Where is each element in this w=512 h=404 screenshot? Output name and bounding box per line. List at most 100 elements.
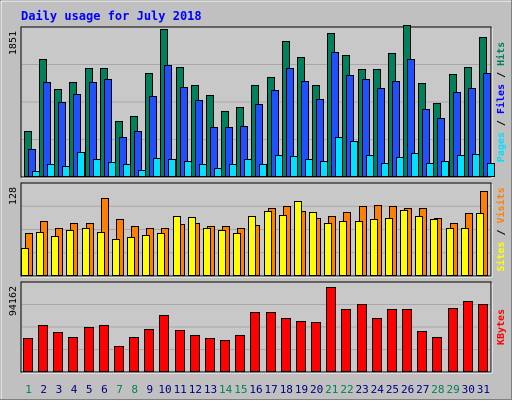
bar-pages-day-19: [305, 159, 313, 177]
chart-title: Daily usage for July 2018: [21, 9, 202, 23]
bar-pages-day-10: [168, 159, 176, 177]
bar-kbytes-day-22: [341, 309, 351, 372]
bar-kbytes-day-12: [190, 335, 200, 372]
bar-sites-day-10: [157, 233, 165, 276]
bar-sites-day-30: [461, 228, 469, 276]
x-tick-label-day-15: 15: [234, 383, 247, 396]
x-tick-label-day-4: 4: [71, 383, 78, 396]
bar-kbytes-day-5: [84, 327, 94, 372]
bar-sites-day-25: [385, 218, 393, 276]
bar-sites-day-28: [430, 219, 438, 276]
bar-kbytes-day-13: [205, 338, 215, 372]
x-tick-label-day-7: 7: [116, 383, 123, 396]
bar-sites-day-22: [339, 221, 347, 276]
bar-sites-day-9: [142, 235, 150, 276]
chart-panels: 1851 Pages / Files / Hits 128 Sites / Visit…: [8, 25, 507, 374]
bar-pages-day-20: [320, 161, 328, 177]
bar-kbytes-day-28: [432, 337, 442, 372]
bar-pages-day-29: [457, 155, 465, 177]
x-tick-label-day-28: 28: [431, 383, 444, 396]
bar-sites-day-2: [36, 232, 44, 276]
x-tick-label-day-1: 1: [25, 383, 32, 396]
bar-kbytes-day-3: [53, 332, 63, 372]
bar-sites-day-20: [309, 212, 317, 276]
bar-pages-day-7: [123, 164, 131, 177]
max-label-visits: 128: [8, 187, 19, 205]
bar-kbytes-day-17: [266, 312, 276, 372]
bar-kbytes-day-25: [387, 309, 397, 372]
x-tick-label-day-6: 6: [101, 383, 108, 396]
x-tick-label-day-23: 23: [356, 383, 369, 396]
x-tick-label-day-25: 25: [386, 383, 399, 396]
x-tick-label-day-30: 30: [462, 383, 475, 396]
bar-sites-day-4: [66, 230, 74, 276]
legend-separator: /: [496, 114, 507, 132]
x-tick-label-day-31: 31: [477, 383, 490, 396]
bar-sites-day-21: [324, 223, 332, 276]
legend-hits: Hits: [495, 42, 507, 66]
bar-files-day-3: [58, 102, 66, 177]
legend-visits: Visits: [495, 187, 507, 223]
legend-label-hits: Pages / Files / Hits: [495, 42, 507, 162]
bar-pages-day-9: [153, 158, 161, 177]
x-tick-label-day-10: 10: [158, 383, 171, 396]
bar-kbytes-day-20: [311, 322, 321, 372]
panel-hits: 1851 Pages / Files / Hits: [8, 25, 507, 179]
bar-kbytes-day-16: [250, 312, 260, 372]
bar-pages-day-30: [472, 154, 480, 177]
bar-kbytes-day-31: [478, 304, 488, 372]
x-tick-label-day-17: 17: [265, 383, 278, 396]
bar-sites-day-1: [21, 248, 29, 276]
bar-kbytes-day-2: [38, 325, 48, 372]
bar-kbytes-day-14: [220, 340, 230, 372]
bar-pages-day-11: [184, 161, 192, 177]
legend-label-kbytes: KBytes: [496, 309, 507, 345]
bar-sites-day-11: [173, 216, 181, 276]
x-tick-label-day-2: 2: [40, 383, 47, 396]
bar-kbytes-day-19: [296, 321, 306, 372]
legend-kbytes: KBytes: [496, 309, 507, 345]
bar-sites-day-26: [400, 210, 408, 276]
bar-kbytes-day-10: [159, 315, 169, 372]
x-tick-label-day-16: 16: [249, 383, 262, 396]
bar-pages-day-15: [244, 159, 252, 177]
bar-pages-day-31: [487, 163, 495, 177]
bar-kbytes-day-26: [402, 309, 412, 372]
bar-sites-day-24: [370, 219, 378, 276]
x-tick-label-day-9: 9: [147, 383, 154, 396]
bar-pages-day-21: [335, 137, 343, 177]
bar-kbytes-day-15: [235, 335, 245, 372]
bar-pages-day-12: [199, 164, 207, 177]
bar-pages-day-16: [259, 164, 267, 177]
bar-kbytes-day-21: [326, 287, 336, 372]
x-tick-label-day-3: 3: [56, 383, 63, 396]
bar-sites-day-14: [218, 230, 226, 276]
bar-files-day-8: [134, 131, 142, 177]
bar-pages-day-1: [32, 171, 40, 177]
x-tick-label-day-12: 12: [189, 383, 202, 396]
bar-sites-day-3: [51, 236, 59, 276]
bar-pages-day-17: [275, 155, 283, 177]
bar-kbytes-day-4: [68, 337, 78, 372]
bar-sites-day-8: [127, 237, 135, 276]
bar-sites-day-6: [97, 232, 105, 276]
bar-sites-day-17: [264, 211, 272, 276]
bar-kbytes-day-24: [372, 318, 382, 372]
bar-sites-day-19: [294, 201, 302, 276]
x-tick-label-day-26: 26: [401, 383, 414, 396]
x-tick-label-day-24: 24: [371, 383, 385, 396]
bar-kbytes-day-23: [357, 304, 367, 372]
bar-sites-day-16: [248, 216, 256, 276]
x-tick-label-day-8: 8: [131, 383, 138, 396]
bar-pages-day-13: [214, 168, 222, 177]
bar-sites-day-5: [82, 228, 90, 276]
bar-pages-day-23: [366, 155, 374, 177]
panel-visits: 128 Sites / Visits: [8, 182, 507, 278]
bar-kbytes-day-1: [23, 338, 33, 372]
bar-sites-day-7: [112, 239, 120, 276]
bar-sites-day-18: [279, 215, 287, 276]
bar-sites-day-12: [188, 217, 196, 276]
bar-sites-day-13: [203, 228, 211, 276]
bar-sites-day-29: [446, 228, 454, 276]
